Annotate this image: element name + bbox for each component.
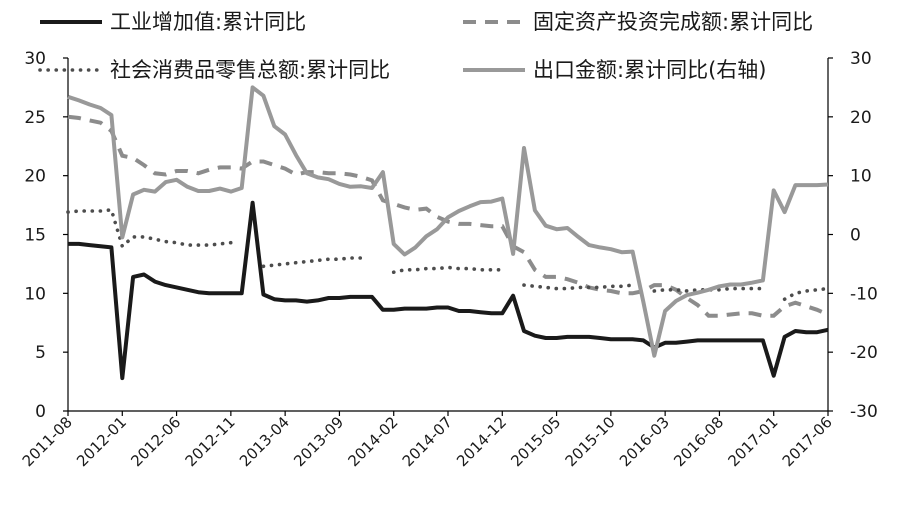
- x-tick-label: 2013-09: [290, 413, 347, 470]
- y-right-tick-label: 20: [850, 108, 872, 128]
- x-tick-label: 2011-08: [19, 413, 76, 470]
- y-left-tick-label: 20: [24, 167, 46, 187]
- legend-label: 工业增加值:累计同比: [110, 10, 306, 34]
- legend-label: 社会消费品零售总额:累计同比: [110, 58, 390, 82]
- x-tick-label: 2016-08: [670, 413, 727, 470]
- y-left-tick-label: 15: [24, 226, 46, 246]
- x-tick-label: 2015-05: [507, 413, 564, 470]
- y-left-tick-label: 30: [24, 49, 46, 69]
- y-left-tick-label: 0: [35, 402, 46, 422]
- x-tick-label: 2017-06: [779, 413, 836, 470]
- axes: 051015202530-30-20-1001020302011-082012-…: [19, 49, 878, 470]
- legend-item-1: 工业增加值:累计同比: [40, 10, 306, 34]
- y-right-tick-label: 10: [850, 167, 872, 187]
- plot-area: [66, 85, 830, 381]
- y-left-tick-label: 10: [24, 284, 46, 304]
- series-line-1: [68, 200, 829, 381]
- y-right-tick-label: -20: [850, 343, 878, 363]
- x-tick-label: 2014-07: [399, 413, 456, 470]
- series-line-2: [67, 114, 829, 318]
- x-tick-label: 2012-06: [127, 413, 184, 470]
- x-tick-label: 2013-04: [236, 413, 293, 470]
- legend-label: 固定资产投资完成额:累计同比: [533, 10, 813, 34]
- legend-item-4: 出口金额:累计同比(右轴): [463, 58, 766, 82]
- legend-item-2: 固定资产投资完成额:累计同比: [463, 10, 813, 34]
- x-tick-label: 2014-02: [344, 413, 401, 470]
- y-right-tick-label: -10: [850, 284, 878, 304]
- x-tick-label: 2014-12: [453, 413, 510, 470]
- y-right-tick-label: 0: [850, 226, 861, 246]
- y-left-tick-label: 25: [24, 108, 46, 128]
- x-tick-label: 2012-11: [182, 413, 239, 470]
- x-tick-label: 2012-01: [73, 413, 130, 470]
- x-tick-label: 2015-10: [562, 413, 619, 470]
- y-left-tick-label: 5: [35, 343, 46, 363]
- y-right-tick-label: 30: [850, 49, 872, 69]
- x-tick-label: 2017-01: [724, 413, 781, 470]
- legend-item-3: 社会消费品零售总额:累计同比: [38, 58, 390, 82]
- legend-label: 出口金额:累计同比(右轴): [533, 58, 766, 82]
- series-line-4: [67, 85, 829, 358]
- y-right-tick-label: -30: [850, 402, 878, 422]
- series-line-3: [66, 207, 830, 301]
- x-tick-label: 2016-03: [616, 413, 673, 470]
